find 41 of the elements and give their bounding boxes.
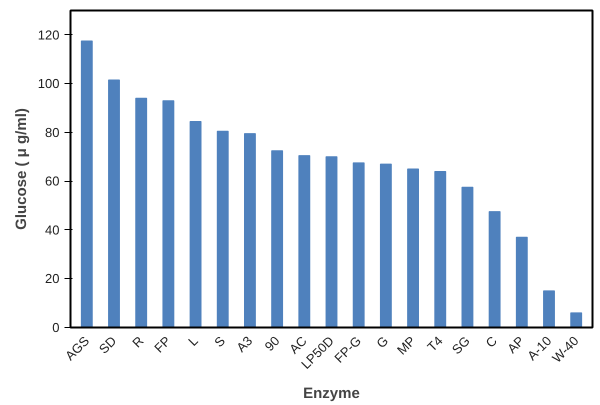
- bar: [80, 40, 93, 328]
- x-tick-label: SD: [96, 333, 120, 357]
- bar: [352, 162, 365, 328]
- x-tick-label: MP: [394, 333, 418, 358]
- x-tick-label: R: [129, 333, 146, 350]
- x-tick-label: AP: [504, 333, 528, 356]
- bar: [543, 290, 555, 328]
- y-tick-label: 40: [45, 222, 60, 238]
- x-tick-label: SG: [448, 333, 473, 358]
- bar: [298, 155, 310, 328]
- x-tick-label: G: [373, 333, 392, 351]
- x-tick-label: 90: [262, 333, 282, 354]
- x-tick-label: C: [482, 333, 500, 350]
- bar: [326, 156, 338, 328]
- y-axis-title: Glucose ( μ g/ml): [12, 108, 30, 230]
- x-tick-label: S: [211, 332, 228, 350]
- bar: [244, 133, 256, 328]
- y-tick-label: 80: [45, 124, 60, 140]
- bar: [462, 186, 474, 328]
- y-tick-label: 20: [45, 271, 60, 286]
- bar: [434, 170, 446, 328]
- bar: [516, 236, 528, 328]
- x-tick-label: T4: [424, 333, 446, 355]
- y-tick-label: 100: [38, 76, 60, 92]
- bar: [216, 130, 229, 328]
- bar: [135, 98, 148, 328]
- bar: [190, 120, 202, 328]
- bar: [488, 211, 501, 328]
- x-tick-label: L: [185, 333, 201, 349]
- bar: [380, 164, 392, 328]
- y-tick-label: 120: [38, 27, 60, 42]
- bar: [162, 100, 174, 328]
- bar: [570, 312, 582, 328]
- y-tick-label: 0: [52, 320, 60, 335]
- bar: [271, 150, 284, 328]
- x-tick-label: A3: [233, 333, 256, 356]
- bar: [108, 79, 120, 328]
- y-tick-label: 60: [45, 174, 60, 189]
- bar: [407, 168, 419, 328]
- x-tick-label: FP: [151, 333, 174, 356]
- x-axis-title: Enzyme: [303, 385, 360, 402]
